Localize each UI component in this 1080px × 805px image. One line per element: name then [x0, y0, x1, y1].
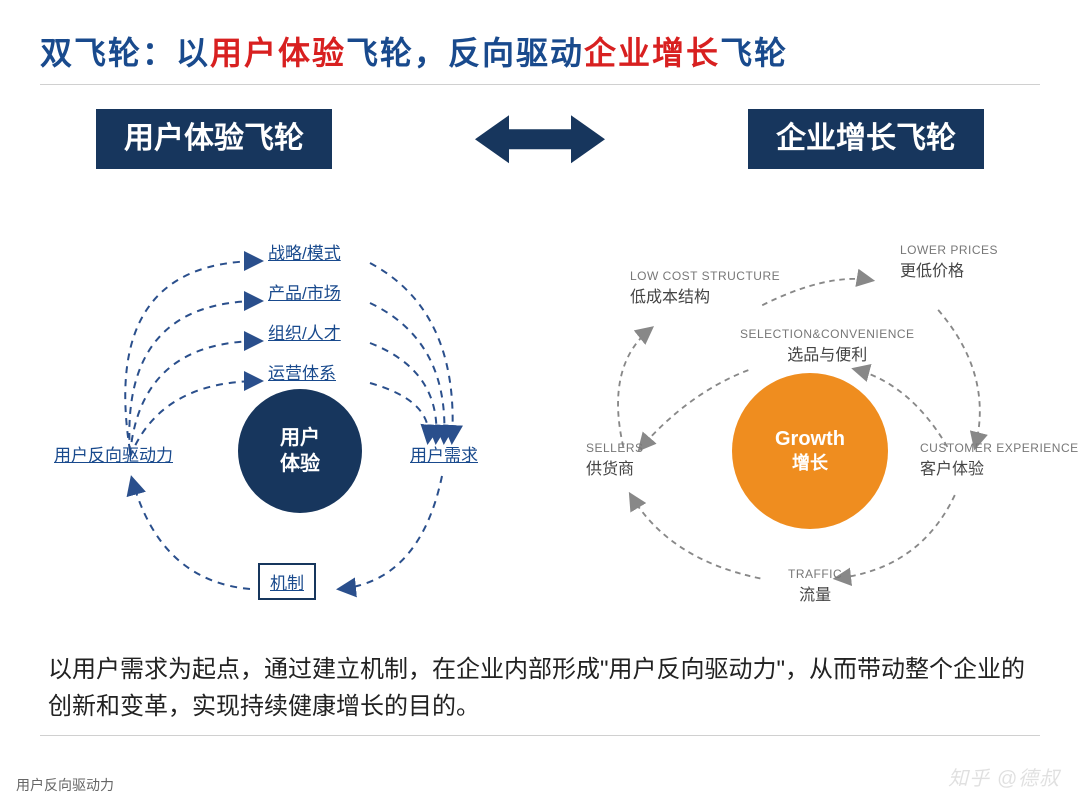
- title-seg-2: 用户体验: [210, 35, 346, 71]
- node-demand: 用户需求: [410, 441, 478, 466]
- node-mechanism: 机制: [258, 563, 316, 600]
- right-center-line2: 增长: [792, 453, 828, 473]
- header-box-left: 用户体验飞轮: [96, 109, 332, 169]
- left-center-circle: 用户 体验: [238, 389, 362, 513]
- right-center-circle: Growth 增长: [732, 373, 888, 529]
- node-driver: 用户反向驱动力: [54, 441, 173, 466]
- user-experience-flywheel: 用户 体验 用户反向驱动力 用户需求 战略/模式 产品/市场 组织/人才 运营体…: [40, 191, 540, 651]
- title-seg-4: 企业增长: [584, 35, 720, 71]
- node-low-cost: LOW COST STRUCTURE 低成本结构: [630, 269, 780, 307]
- stack-item-1: 产品/市场: [268, 279, 341, 304]
- enterprise-growth-flywheel: Growth 增长 LOW COST STRUCTURE 低成本结构 LOWER…: [540, 191, 1040, 651]
- title-seg-1: 双飞轮：以: [40, 35, 210, 71]
- node-lower-price: LOWER PRICES 更低价格: [900, 243, 998, 281]
- watermark-text: 知乎 @德叔: [948, 762, 1060, 791]
- stack-item-3: 运营体系: [268, 359, 336, 384]
- bidirectional-arrow-icon: [475, 109, 605, 169]
- stack-item-2: 组织/人才: [268, 319, 341, 344]
- footer-divider: [40, 735, 1040, 736]
- title-seg-5: 飞轮: [720, 35, 788, 71]
- title-seg-3: 飞轮，反向驱动: [346, 35, 584, 71]
- node-selection: SELECTION&CONVENIENCE 选品与便利: [740, 327, 915, 365]
- diagrams-row: 用户 体验 用户反向驱动力 用户需求 战略/模式 产品/市场 组织/人才 运营体…: [40, 191, 1040, 651]
- node-cust-exp: CUSTOMER EXPERIENCE 客户体验: [920, 441, 1079, 479]
- slide-title: 双飞轮：以用户体验飞轮，反向驱动企业增长飞轮: [40, 28, 1040, 74]
- footer-text: 用户反向驱动力: [16, 775, 114, 795]
- node-sellers: SELLERS 供货商: [586, 441, 644, 479]
- node-traffic: TRAFFIC 流量: [788, 567, 842, 605]
- header-box-right: 企业增长飞轮: [748, 109, 984, 169]
- right-center-line1: Growth: [775, 428, 845, 450]
- stack-item-0: 战略/模式: [268, 239, 341, 264]
- caption-text: 以用户需求为起点，通过建立机制，在企业内部形成"用户反向驱动力"，从而带动整个企…: [40, 651, 1040, 725]
- title-divider: [40, 84, 1040, 85]
- left-center-line1: 用户: [280, 427, 320, 449]
- header-boxes: 用户体验飞轮 企业增长飞轮: [40, 109, 1040, 179]
- left-center-line2: 体验: [280, 453, 320, 475]
